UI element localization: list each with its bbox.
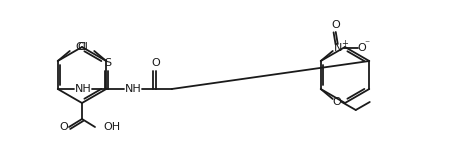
Text: Cl: Cl xyxy=(77,42,88,52)
Text: S: S xyxy=(104,58,111,68)
Text: O: O xyxy=(332,97,341,107)
Text: N: N xyxy=(334,43,342,53)
Text: OH: OH xyxy=(103,122,120,132)
Text: +: + xyxy=(341,39,348,48)
Text: O: O xyxy=(331,20,340,30)
Text: ⁻: ⁻ xyxy=(364,39,369,49)
Text: O: O xyxy=(151,58,160,68)
Text: NH: NH xyxy=(74,84,91,94)
Text: O: O xyxy=(358,43,366,53)
Text: Cl: Cl xyxy=(76,42,87,52)
Text: NH: NH xyxy=(124,84,141,94)
Text: O: O xyxy=(59,122,68,132)
